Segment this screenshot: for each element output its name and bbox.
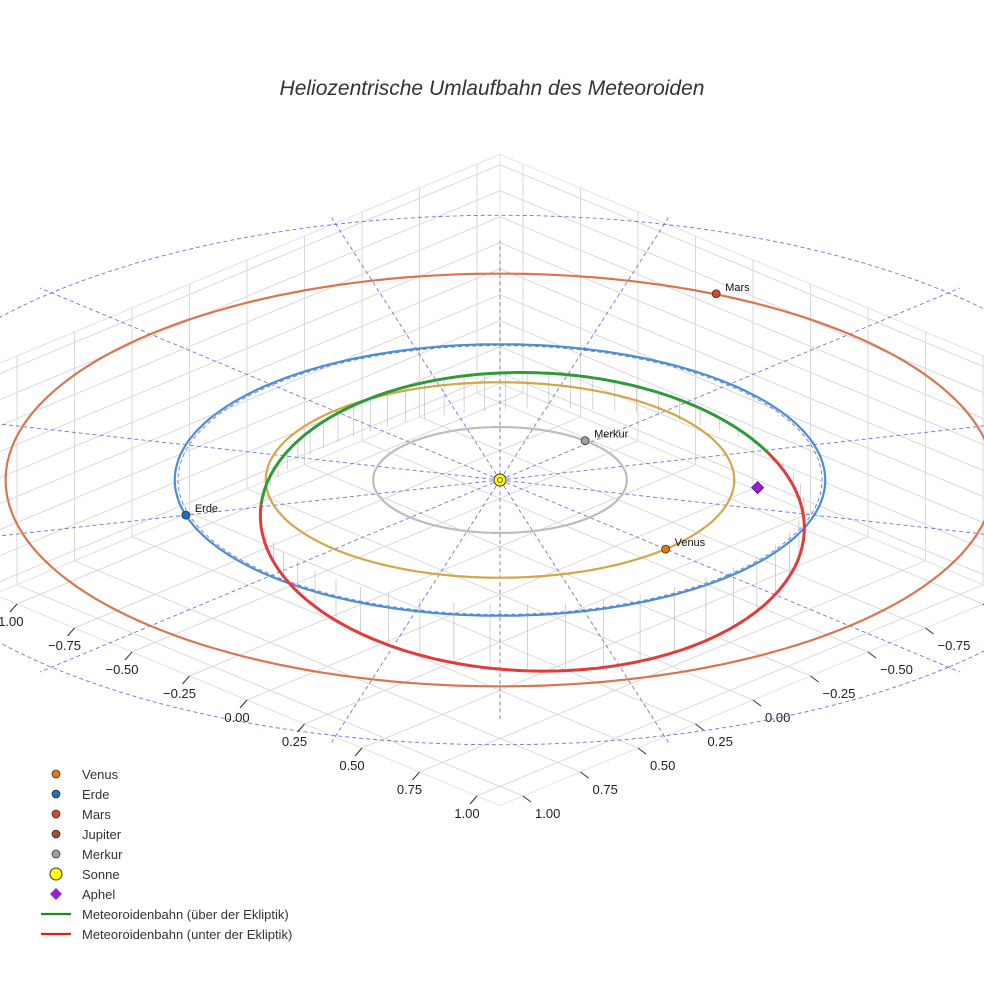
orbit-merkur — [372, 426, 628, 534]
grid-line — [499, 190, 984, 394]
legend-entry-label: Erde — [82, 787, 109, 802]
x-tick-mark — [412, 771, 420, 781]
grid-line — [361, 536, 869, 749]
legend-entry-label: Venus — [82, 767, 119, 782]
legend-symbol — [51, 829, 61, 839]
grid-line — [0, 216, 501, 427]
y-tick-mark — [810, 675, 819, 683]
x-tick-mark — [469, 795, 478, 805]
y-tick-label: 0.75 — [593, 782, 618, 797]
grid-line — [0, 164, 501, 375]
x-tick-mark — [182, 675, 190, 685]
y-tick-label: −0.25 — [823, 686, 856, 701]
axis-ticks: −1.00 −0.75 −0.50 −0.25 0.00 0.25 0.50 0.75 1.00… — [0, 603, 984, 821]
axis-panes — [0, 153, 984, 807]
y-tick-mark — [580, 771, 589, 779]
planet-label-erde: Erde — [195, 503, 218, 515]
y-tick-label: 0.25 — [708, 734, 733, 749]
x-tick-mark — [239, 699, 248, 709]
y-tick-mark — [522, 795, 532, 803]
legend-entry-label: Jupiter — [82, 827, 122, 842]
axis-pane-2 — [0, 382, 984, 807]
sun-marker — [493, 473, 507, 487]
grid-line — [304, 512, 811, 725]
grid-line — [0, 190, 501, 401]
legend-entry-label: Aphel — [82, 887, 115, 902]
legend-symbol — [51, 789, 61, 799]
y-tick-mark — [867, 651, 877, 659]
x-tick-label: 0.75 — [397, 782, 422, 797]
planet-orbits — [4, 272, 984, 688]
ecliptic-ray — [499, 479, 961, 673]
grid-line — [189, 512, 696, 725]
chart-title: Heliozentrische Umlaufbahn des Meteoroid… — [280, 77, 705, 100]
meteoroid-orbit-below — [258, 451, 806, 673]
x-tick-label: 1.00 — [454, 806, 479, 821]
orbit-erde — [173, 343, 827, 617]
grid-line — [246, 488, 754, 701]
grid-line — [0, 242, 501, 453]
legend-symbol — [51, 769, 61, 779]
x-tick-label: 0.00 — [224, 710, 249, 725]
legend-entry-label: Meteoroidenbahn (unter der Ekliptik) — [82, 927, 292, 942]
x-tick-mark — [67, 627, 75, 637]
y-tick-label: 0.50 — [650, 758, 675, 773]
y-tick-label: −0.50 — [880, 662, 913, 677]
planet-venus — [661, 544, 670, 554]
x-tick-label: −0.50 — [106, 662, 139, 677]
sun-core — [497, 477, 503, 483]
grid-line — [16, 584, 524, 797]
x-tick-label: 0.50 — [339, 758, 364, 773]
legend-entry-label: Sonne — [82, 867, 120, 882]
aphel-marker — [751, 481, 765, 495]
y-tick-mark — [925, 627, 934, 635]
legend-symbol — [51, 809, 61, 819]
y-tick-label: −0.75 — [938, 638, 971, 653]
grid-line — [74, 560, 581, 773]
y-tick-mark — [695, 723, 704, 731]
grid-line — [476, 584, 984, 797]
legend-symbol — [50, 888, 62, 900]
x-tick-mark — [297, 723, 305, 733]
x-tick-label: −0.25 — [163, 686, 196, 701]
y-tick-mark — [752, 699, 762, 707]
y-tick-mark — [637, 747, 647, 755]
legend-entry-label: Meteoroidenbahn (über der Ekliptik) — [82, 907, 289, 922]
legend-entry-label: Merkur — [82, 847, 123, 862]
legend-symbol — [51, 849, 61, 859]
meteoroid-orbit-above — [259, 380, 425, 505]
ecliptic-ray — [499, 287, 961, 481]
ecliptic-ray — [39, 287, 501, 481]
grid-line — [499, 164, 984, 368]
legend-entry-label: Mars — [82, 807, 111, 822]
x-tick-mark — [354, 747, 363, 757]
planet-mars — [711, 289, 721, 299]
orbit-mars — [4, 272, 984, 688]
legend-symbol — [49, 867, 63, 881]
meteoroid-orbit-above — [424, 371, 769, 454]
planet-label-mars: Mars — [725, 282, 750, 294]
x-tick-mark — [9, 603, 18, 613]
x-tick-label: 0.25 — [282, 734, 307, 749]
x-tick-label: −0.75 — [48, 638, 81, 653]
grid-line — [419, 560, 926, 773]
legend: Venus Erde Mars Jupiter Merkur Sonne Aphel Mete… — [41, 767, 292, 942]
meteoroid-orbit — [258, 371, 806, 673]
planet-erde — [181, 510, 191, 520]
orbit-venus — [264, 381, 736, 579]
y-tick-label: 1.00 — [535, 806, 560, 821]
grid-line — [499, 216, 984, 420]
x-tick-mark — [124, 651, 133, 661]
x-tick-label: −1.00 — [0, 614, 23, 629]
planet-label-merkur: Merkur — [594, 429, 629, 441]
bodies: Venus Erde Mars Merkur — [181, 282, 765, 554]
y-tick-label: 0.00 — [765, 710, 790, 725]
planet-merkur — [580, 436, 590, 446]
planet-label-venus: Venus — [675, 537, 706, 549]
ecliptic-ray — [39, 479, 501, 673]
grid-line — [499, 242, 984, 446]
